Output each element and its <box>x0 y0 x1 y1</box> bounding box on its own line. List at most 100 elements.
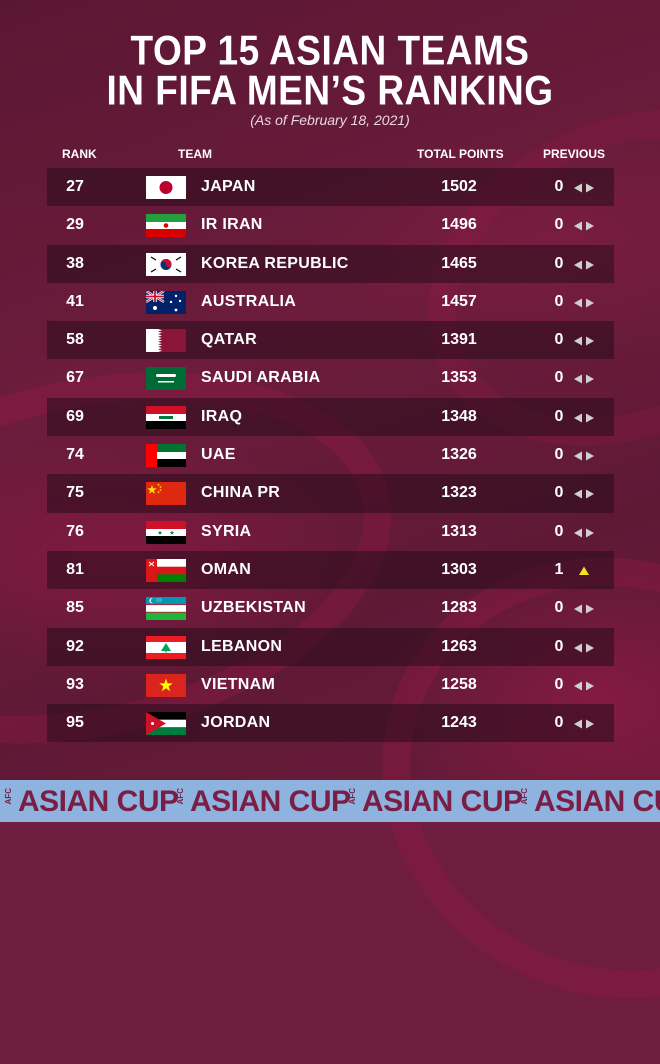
previous-change: 0 <box>554 331 564 349</box>
rank-cell: 38 <box>66 254 84 272</box>
table-row: 58 QATAR 1391 0 <box>47 321 614 360</box>
trend-unchanged-icon <box>573 181 595 193</box>
total-points: 1313 <box>441 522 477 540</box>
column-header-rank: RANK <box>62 147 97 161</box>
lebanon-flag-icon <box>146 635 186 659</box>
total-points: 1353 <box>441 369 477 387</box>
total-points: 1263 <box>441 637 477 655</box>
table-row: 81 OMAN 1303 1 <box>47 550 614 590</box>
page-title-line-1: TOP 15 ASIAN TEAMS <box>130 27 530 74</box>
previous-change: 0 <box>554 216 564 234</box>
rank-cell: 58 <box>66 331 84 349</box>
total-points: 1457 <box>441 292 477 310</box>
total-points: 1258 <box>441 675 477 693</box>
team-name: JAPAN <box>201 178 256 195</box>
trend-unchanged-icon <box>573 717 595 729</box>
trend-unchanged-icon <box>573 526 595 538</box>
previous-change: 0 <box>554 522 564 540</box>
team-name: KOREA REPUBLIC <box>201 254 349 272</box>
previous-change: 0 <box>554 178 564 195</box>
date-subtitle: (As of February 18, 2021) <box>250 112 410 128</box>
team-name: OMAN <box>201 560 252 578</box>
previous-change: 0 <box>554 254 564 272</box>
footer-banner: AFC ASIAN CUP AFC ASIAN CUP AFC ASIAN CUP AFC A… <box>0 780 660 822</box>
previous-change: 0 <box>554 369 564 387</box>
afc-mark: AFC <box>520 788 529 805</box>
previous-change: 0 <box>554 484 564 502</box>
column-header-team: TEAM <box>178 147 212 161</box>
team-name: SAUDI ARABIA <box>201 369 321 387</box>
rank-cell: 92 <box>66 637 84 655</box>
previous-change: 0 <box>554 637 564 655</box>
table-row: 75 CHINA PR 1323 0 <box>47 474 614 513</box>
column-header-previous: PREVIOUS <box>543 147 606 161</box>
table-row: 92 LEBANON 1263 0 <box>47 627 614 666</box>
afc-mark: AFC <box>176 788 185 805</box>
total-points: 1496 <box>441 216 477 234</box>
total-points: 1243 <box>441 714 477 732</box>
trend-unchanged-icon <box>573 219 595 231</box>
afc-mark: AFC <box>4 788 13 805</box>
rank-cell: 74 <box>66 446 84 464</box>
oman-flag-icon <box>146 558 186 582</box>
team-name: VIETNAM <box>201 675 276 693</box>
trend-unchanged-icon <box>573 258 595 270</box>
team-name: IR IRAN <box>201 216 263 234</box>
table-row: 74 UAE 1326 0 <box>47 436 614 474</box>
rank-cell: 29 <box>66 216 84 234</box>
rank-cell: 85 <box>66 599 84 617</box>
team-name: IRAQ <box>201 407 243 425</box>
china-flag-icon <box>146 482 186 506</box>
qatar-flag-icon <box>146 329 186 353</box>
column-header-points: TOTAL POINTS <box>417 147 504 161</box>
rank-cell: 41 <box>66 292 84 310</box>
page-title-line-2: IN FIFA MEN’S RANKING <box>106 67 554 114</box>
team-name: LEBANON <box>201 637 283 655</box>
korea-flag-icon <box>146 252 186 276</box>
asian-cup-wordmark: ASIAN CUP <box>190 785 351 818</box>
total-points: 1465 <box>441 254 477 272</box>
previous-change: 0 <box>554 292 564 310</box>
saudi-arabia-flag-icon <box>146 367 186 391</box>
previous-change: 0 <box>554 675 564 693</box>
table-row: 85 UZBEKISTAN 1283 0 <box>47 589 614 627</box>
team-name: QATAR <box>201 331 258 349</box>
rank-cell: 27 <box>66 178 84 195</box>
team-name: SYRIA <box>201 522 252 540</box>
jordan-flag-icon <box>146 712 186 736</box>
trend-unchanged-icon <box>573 487 595 499</box>
japan-flag-icon <box>146 176 186 199</box>
uae-flag-icon <box>146 444 186 468</box>
trend-unchanged-icon <box>573 372 595 384</box>
table-row: 95 JORDAN 1243 0 <box>47 704 614 743</box>
asian-cup-wordmark: ASIAN CUP <box>362 785 523 818</box>
previous-change: 0 <box>554 599 564 617</box>
previous-change: 0 <box>554 407 564 425</box>
uzbekistan-flag-icon <box>146 597 186 621</box>
table-row: 27 JAPAN 1502 0 <box>47 168 614 207</box>
table-row: 67 SAUDI ARABIA 1353 0 <box>47 359 614 397</box>
iraq-flag-icon <box>146 405 186 429</box>
afc-mark: AFC <box>348 788 357 805</box>
table-row: 93 VIETNAM 1258 0 <box>47 666 614 704</box>
trend-unchanged-icon <box>573 296 595 308</box>
previous-change: 0 <box>554 714 564 732</box>
trend-up-icon <box>573 564 595 576</box>
rank-cell: 81 <box>66 560 84 578</box>
trend-unchanged-icon <box>573 602 595 614</box>
trend-unchanged-icon <box>573 449 595 461</box>
trend-unchanged-icon <box>573 411 595 423</box>
rank-cell: 67 <box>66 369 84 387</box>
total-points: 1326 <box>441 446 477 464</box>
team-name: UZBEKISTAN <box>201 599 306 617</box>
team-name: JORDAN <box>201 714 271 732</box>
trend-unchanged-icon <box>573 334 595 346</box>
team-name: AUSTRALIA <box>201 292 297 310</box>
rank-cell: 93 <box>66 675 84 693</box>
previous-change: 1 <box>554 560 564 578</box>
rank-cell: 76 <box>66 522 84 540</box>
total-points: 1303 <box>441 560 477 578</box>
australia-flag-icon <box>146 290 186 314</box>
asian-cup-wordmark: ASIAN CUP <box>18 785 179 818</box>
ranking-table: 27 JAPAN 1502 0 29 IR IRAN 1496 0 38 KOREA REPUBL… <box>47 168 614 743</box>
